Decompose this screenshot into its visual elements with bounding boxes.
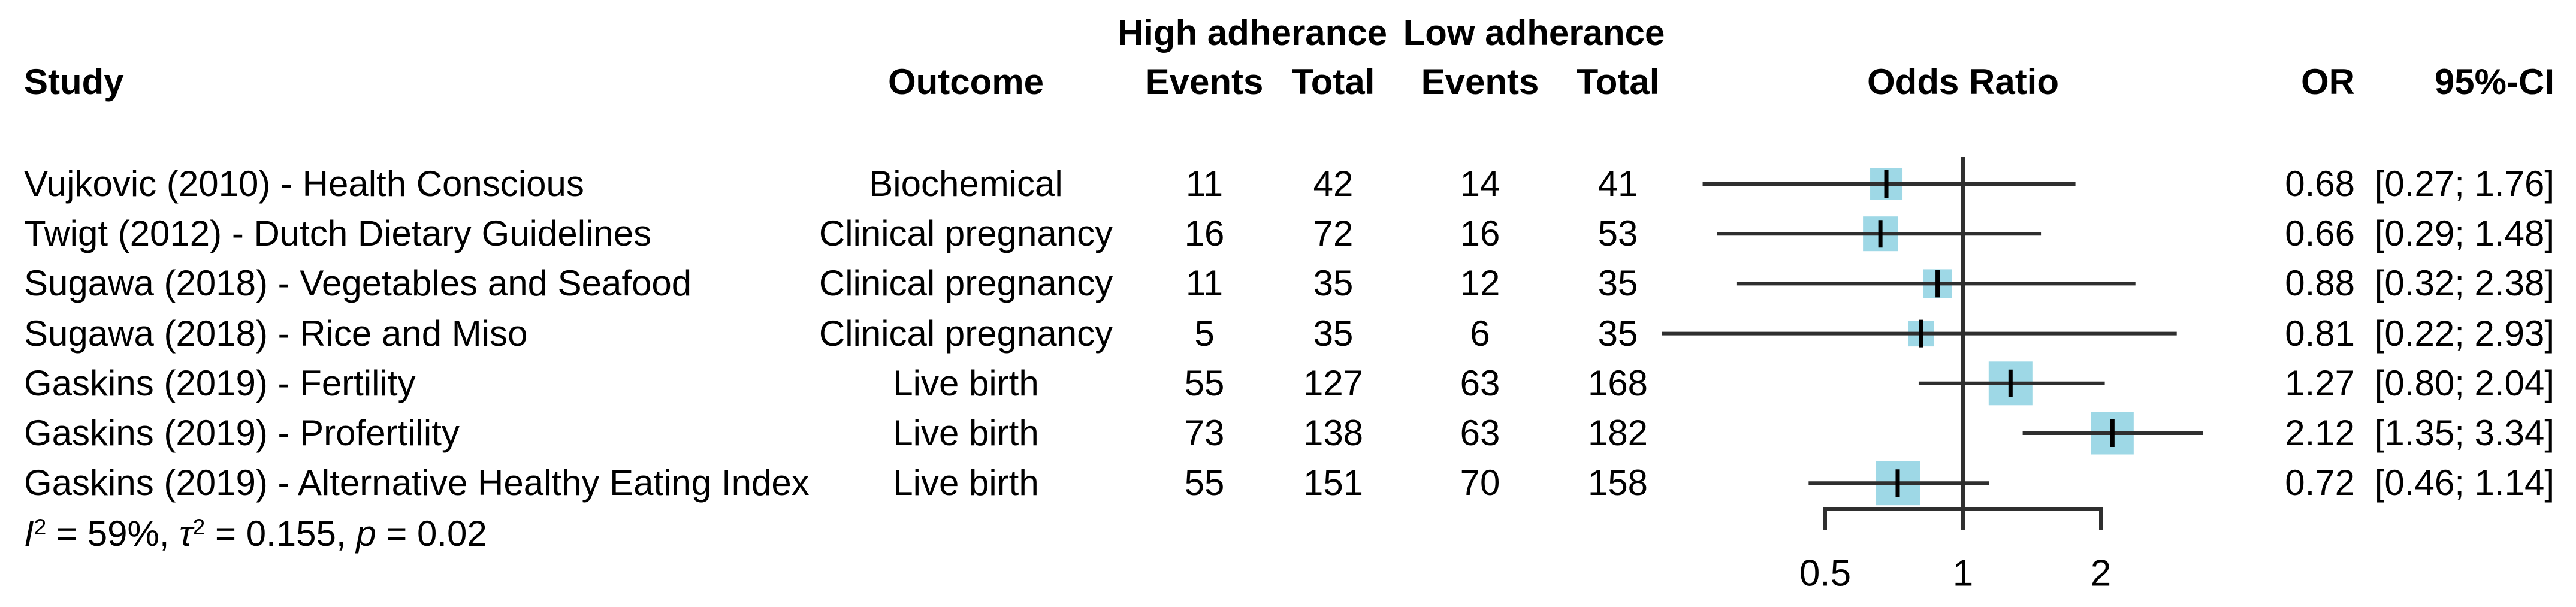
i-squared-exponent: 2	[34, 514, 47, 539]
high-events-value: 16	[1184, 213, 1225, 254]
low-total-value: 53	[1597, 213, 1638, 254]
or-value: 0.81	[2285, 313, 2355, 354]
col-header-ci: 95%-CI	[2434, 62, 2554, 102]
low-events-value: 63	[1460, 363, 1500, 403]
p-symbol: p	[356, 514, 376, 554]
ci-value: [0.46; 1.14]	[2374, 463, 2554, 503]
i-squared-value: = 59%,	[46, 514, 180, 554]
outcome-label: Clinical pregnancy	[819, 263, 1113, 304]
study-label: Twigt (2012) - Dutch Dietary Guidelines	[24, 213, 652, 254]
or-value: 2.12	[2285, 413, 2355, 453]
high-total-value: 138	[1303, 413, 1364, 453]
outcome-label: Clinical pregnancy	[819, 213, 1113, 254]
high-total-value: 35	[1313, 263, 1354, 304]
axis-tick-label: 0.5	[1799, 553, 1851, 594]
outcome-label: Live birth	[893, 413, 1039, 453]
low-events-value: 6	[1470, 313, 1490, 354]
tau-squared-symbol: τ	[179, 514, 193, 554]
study-label: Gaskins (2019) - Fertility	[24, 363, 416, 403]
col-header-low-total: Total	[1576, 62, 1660, 102]
high-events-value: 73	[1184, 413, 1225, 453]
low-events-value: 12	[1460, 263, 1500, 304]
or-value: 1.27	[2285, 363, 2355, 403]
high-total-value: 72	[1313, 213, 1354, 254]
low-total-value: 35	[1597, 263, 1638, 304]
tau-squared-value: = 0.155,	[205, 514, 357, 554]
col-header-study: Study	[24, 62, 124, 102]
low-total-value: 182	[1587, 413, 1648, 453]
ci-value: [0.29; 1.48]	[2374, 213, 2554, 254]
col-header-high-events: Events	[1145, 62, 1264, 102]
col-group-low-adherence: Low adherance	[1403, 13, 1665, 53]
ci-value: [1.35; 3.34]	[2374, 413, 2554, 453]
high-events-value: 55	[1184, 463, 1225, 503]
ci-value: [0.32; 2.38]	[2374, 263, 2554, 304]
col-header-odds-ratio: Odds Ratio	[1867, 62, 2059, 102]
i-squared-symbol: I	[24, 514, 34, 554]
col-header-or: OR	[2301, 62, 2355, 102]
low-total-value: 35	[1597, 313, 1638, 354]
high-total-value: 151	[1303, 463, 1364, 503]
high-events-value: 55	[1184, 363, 1225, 403]
col-header-low-events: Events	[1421, 62, 1539, 102]
high-events-value: 5	[1194, 313, 1215, 354]
low-events-value: 70	[1460, 463, 1500, 503]
high-total-value: 42	[1313, 164, 1354, 204]
high-events-value: 11	[1185, 164, 1224, 204]
high-total-value: 35	[1313, 313, 1354, 354]
or-value: 0.68	[2285, 164, 2355, 204]
or-value: 0.88	[2285, 263, 2355, 304]
ci-value: [0.27; 1.76]	[2374, 164, 2554, 204]
ci-value: [0.80; 2.04]	[2374, 363, 2554, 403]
low-events-value: 63	[1460, 413, 1500, 453]
col-header-outcome: Outcome	[887, 62, 1044, 102]
outcome-label: Biochemical	[869, 164, 1063, 204]
low-total-value: 168	[1587, 363, 1648, 403]
study-label: Sugawa (2018) - Rice and Miso	[24, 313, 528, 354]
or-value: 0.66	[2285, 213, 2355, 254]
axis-tick-label: 2	[2091, 553, 2111, 594]
outcome-label: Live birth	[893, 363, 1039, 403]
outcome-label: Live birth	[893, 463, 1039, 503]
low-events-value: 16	[1460, 213, 1500, 254]
low-events-value: 14	[1460, 164, 1500, 204]
study-label: Gaskins (2019) - Profertility	[24, 413, 460, 453]
high-total-value: 127	[1303, 363, 1364, 403]
col-header-high-total: Total	[1291, 62, 1375, 102]
low-total-value: 41	[1597, 164, 1638, 204]
p-value: = 0.02	[376, 514, 487, 554]
study-label: Gaskins (2019) - Alternative Healthy Eat…	[24, 463, 810, 503]
tau-squared-exponent: 2	[192, 514, 206, 539]
heterogeneity-stats: I2 = 59%, τ2 = 0.155, p = 0.02	[24, 514, 487, 554]
col-group-high-adherence: High adherance	[1117, 13, 1388, 53]
study-label: Sugawa (2018) - Vegetables and Seafood	[24, 263, 692, 304]
outcome-label: Clinical pregnancy	[819, 313, 1113, 354]
high-events-value: 11	[1185, 263, 1224, 304]
ci-value: [0.22; 2.93]	[2374, 313, 2554, 354]
or-value: 0.72	[2285, 463, 2355, 503]
study-label: Vujkovic (2010) - Health Conscious	[24, 164, 584, 204]
axis-tick-label: 1	[1953, 553, 1973, 594]
low-total-value: 158	[1587, 463, 1648, 503]
